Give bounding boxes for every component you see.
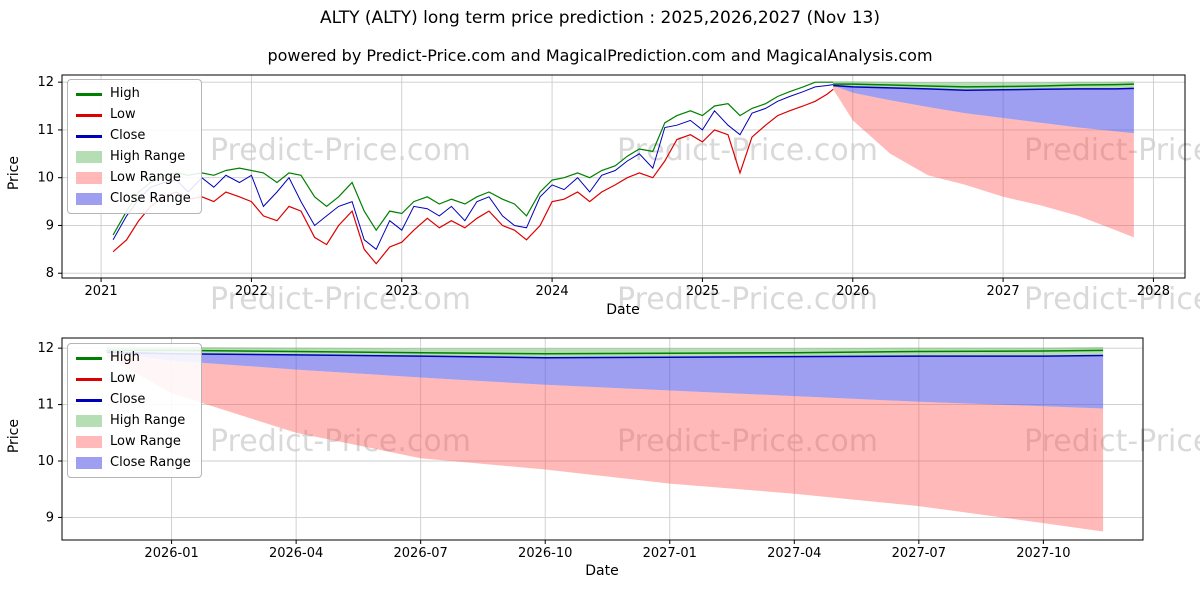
low-range-band bbox=[833, 85, 1134, 238]
legend-label-low: Low bbox=[110, 371, 136, 386]
legend-item-low: Low bbox=[76, 107, 191, 123]
legend-item-high-range: High Range bbox=[76, 413, 191, 429]
legend-label-low-range: Low Range bbox=[110, 170, 181, 185]
svg-text:2027-07: 2027-07 bbox=[892, 546, 946, 561]
legend-item-close: Close bbox=[76, 392, 191, 408]
legend-label-close: Close bbox=[110, 392, 146, 407]
high-range-swatch bbox=[76, 415, 102, 427]
svg-text:2024: 2024 bbox=[536, 284, 569, 299]
low-line-swatch bbox=[76, 377, 102, 381]
high-forecast-line bbox=[833, 83, 1134, 88]
legend-item-low-range: Low Range bbox=[76, 170, 191, 186]
legend-label-high: High bbox=[110, 350, 140, 365]
svg-text:2022: 2022 bbox=[235, 284, 268, 299]
chart-historical-and-forecast: 2021 2022 2023 2024 2025 2026 2027 2028 8 9 10 11 12 bbox=[37, 74, 1186, 299]
x-axis-label-top-chart: Date bbox=[606, 302, 640, 318]
low-range-band bbox=[106, 352, 1104, 532]
close-line-swatch bbox=[76, 134, 102, 138]
legend-label-low: Low bbox=[110, 107, 136, 122]
legend-label-close-range: Close Range bbox=[110, 191, 191, 206]
legend-bottom-chart: High Low Close High Range Low Range Clos… bbox=[67, 343, 202, 478]
legend-item-high: High bbox=[76, 86, 191, 102]
svg-text:2026-01: 2026-01 bbox=[144, 546, 198, 561]
legend-item-high: High bbox=[76, 350, 191, 366]
legend-item-high-range: High Range bbox=[76, 149, 191, 165]
svg-text:2026-07: 2026-07 bbox=[394, 546, 448, 561]
legend-item-low: Low bbox=[76, 371, 191, 387]
low-history-line bbox=[112, 88, 834, 265]
high-line-swatch bbox=[76, 356, 102, 360]
svg-text:2027: 2027 bbox=[987, 284, 1020, 299]
close-range-band bbox=[833, 85, 1134, 134]
low-range-swatch bbox=[76, 172, 102, 184]
svg-text:11: 11 bbox=[37, 398, 54, 413]
legend-label-close-range: Close Range bbox=[110, 455, 191, 470]
close-range-swatch bbox=[76, 457, 102, 469]
svg-text:10: 10 bbox=[37, 454, 54, 469]
y-axis-label-top-chart: Price bbox=[6, 156, 22, 191]
svg-text:9: 9 bbox=[46, 510, 54, 525]
high-range-swatch bbox=[76, 151, 102, 163]
close-line-swatch bbox=[76, 398, 102, 402]
legend-label-high-range: High Range bbox=[110, 149, 186, 164]
high-forecast-line bbox=[106, 349, 1104, 355]
svg-text:10: 10 bbox=[37, 171, 54, 186]
plot-border bbox=[61, 74, 1186, 279]
close-range-swatch bbox=[76, 193, 102, 205]
high-line-swatch bbox=[76, 92, 102, 96]
low-line-swatch bbox=[76, 113, 102, 117]
legend-item-close: Close bbox=[76, 128, 191, 144]
page-subtitle: powered by Predict-Price.com and Magical… bbox=[267, 46, 933, 65]
svg-text:2025: 2025 bbox=[686, 284, 719, 299]
close-forecast-line bbox=[833, 84, 1134, 92]
legend-label-close: Close bbox=[110, 128, 146, 143]
svg-text:9: 9 bbox=[46, 218, 54, 233]
legend-label-low-range: Low Range bbox=[110, 434, 181, 449]
close-forecast-line bbox=[106, 351, 1104, 359]
y-axis-label-bottom-chart: Price bbox=[6, 419, 22, 454]
low-range-swatch bbox=[76, 436, 102, 448]
svg-text:11: 11 bbox=[37, 123, 54, 138]
legend-label-high-range: High Range bbox=[110, 413, 186, 428]
plot-border bbox=[61, 337, 1144, 541]
close-history-line bbox=[112, 84, 834, 251]
svg-text:12: 12 bbox=[37, 75, 54, 90]
x-axis-label-bottom-chart: Date bbox=[585, 563, 619, 579]
legend-item-low-range: Low Range bbox=[76, 434, 191, 450]
svg-text:2026-04: 2026-04 bbox=[269, 546, 323, 561]
svg-text:2026-10: 2026-10 bbox=[518, 546, 572, 561]
svg-text:2026: 2026 bbox=[836, 284, 869, 299]
page-title: ALTY (ALTY) long term price prediction :… bbox=[319, 8, 881, 28]
svg-text:2027-04: 2027-04 bbox=[767, 546, 821, 561]
svg-text:8: 8 bbox=[46, 266, 54, 281]
svg-text:2027-10: 2027-10 bbox=[1016, 546, 1070, 561]
legend-item-close-range: Close Range bbox=[76, 455, 191, 471]
svg-text:12: 12 bbox=[37, 341, 54, 356]
close-range-band bbox=[106, 352, 1104, 409]
svg-text:2023: 2023 bbox=[385, 284, 418, 299]
svg-text:2027-01: 2027-01 bbox=[643, 546, 697, 561]
svg-text:2021: 2021 bbox=[85, 284, 118, 299]
legend-label-high: High bbox=[110, 86, 140, 101]
svg-text:2028: 2028 bbox=[1137, 284, 1170, 299]
chart-forecast-detail: 2026-01 2026-04 2026-07 2026-10 2027-01 2027-… bbox=[37, 337, 1144, 561]
legend-item-close-range: Close Range bbox=[76, 191, 191, 207]
legend-top-chart: High Low Close High Range Low Range Clos… bbox=[67, 79, 202, 214]
high-history-line bbox=[112, 81, 834, 236]
